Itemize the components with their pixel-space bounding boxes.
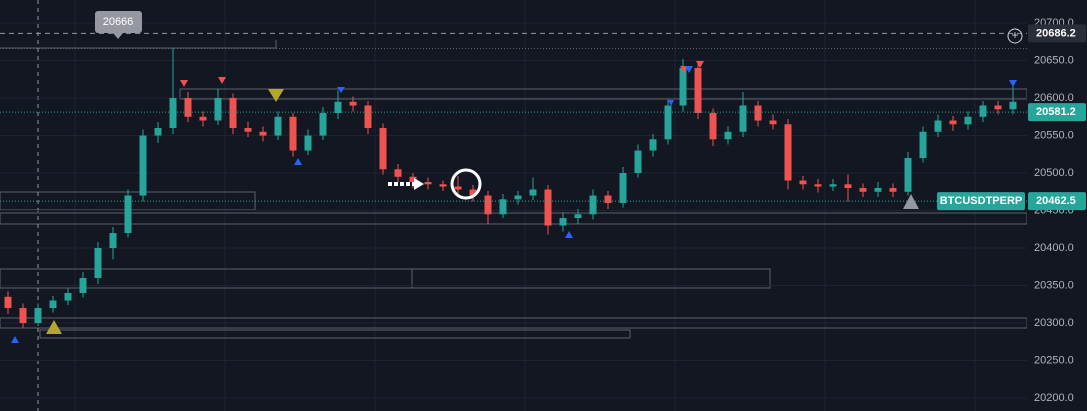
- candle-body: [664, 105, 672, 140]
- mark-price-box: [1028, 192, 1086, 211]
- candle-body: [859, 188, 867, 192]
- candle-body: [289, 116, 297, 151]
- candle-body: [529, 189, 537, 196]
- y-tick-label: 20350.0: [1034, 279, 1074, 291]
- candle-body: [709, 113, 717, 140]
- candle-body: [724, 131, 732, 140]
- candle-body: [364, 105, 372, 129]
- candle-body: [469, 189, 477, 196]
- add-icon[interactable]: +: [1011, 28, 1018, 42]
- candle-body: [184, 98, 192, 117]
- candle-body: [979, 105, 987, 117]
- candle-body: [799, 180, 807, 185]
- candle-body: [604, 195, 612, 204]
- crosshair-price-box: [1028, 24, 1086, 43]
- candle-body: [754, 105, 762, 121]
- candle-body: [544, 189, 552, 226]
- tooltip-label: 20666: [103, 16, 134, 28]
- candle-body: [79, 278, 87, 294]
- crosshair-price-label: 20686.2: [1036, 27, 1076, 39]
- candle-body: [424, 182, 432, 185]
- candle-body: [514, 195, 522, 200]
- candle-body: [379, 128, 387, 170]
- signal-markers: [11, 61, 1017, 343]
- candle-body: [814, 184, 822, 187]
- candle-body: [1009, 101, 1017, 110]
- y-tick-label: 20250.0: [1034, 354, 1074, 366]
- mark-price-label: 20462.5: [1036, 195, 1076, 207]
- candle-body: [439, 184, 447, 187]
- candle-body: [874, 188, 882, 192]
- candle-body: [949, 120, 957, 125]
- last-price-box: [1028, 103, 1086, 122]
- candle-body: [739, 105, 747, 132]
- candle-body: [679, 68, 687, 106]
- y-tick-label: 20200.0: [1034, 392, 1074, 404]
- candle-body: [34, 308, 42, 324]
- candle-body: [919, 131, 927, 159]
- y-tick-label: 20300.0: [1034, 317, 1074, 329]
- candle-body: [454, 186, 462, 190]
- candle-body: [139, 135, 147, 196]
- candle-body: [259, 131, 267, 136]
- candle-body: [274, 116, 282, 136]
- candle-body: [244, 128, 252, 132]
- candle-body: [934, 120, 942, 132]
- candle-body: [409, 176, 417, 183]
- candle-body: [784, 124, 792, 181]
- last-price-label: 20581.2: [1036, 106, 1076, 118]
- candle-body: [334, 101, 342, 114]
- candle-body: [199, 116, 207, 121]
- candle-body: [304, 135, 312, 151]
- candle-body: [904, 158, 912, 192]
- add-button[interactable]: [1007, 28, 1023, 44]
- candle-body: [169, 98, 177, 129]
- y-tick-label: 20500.0: [1034, 167, 1074, 179]
- candle-body: [124, 195, 132, 234]
- candle-body: [484, 195, 492, 215]
- candle-body: [649, 139, 657, 151]
- candle-body: [64, 293, 72, 301]
- candle-body: [109, 233, 117, 249]
- candle-body: [154, 128, 162, 136]
- candle-body: [49, 300, 57, 309]
- candle-body: [589, 195, 597, 215]
- candle-body: [694, 68, 702, 114]
- candle-body: [994, 105, 1002, 110]
- y-tick-label: 20400.0: [1034, 242, 1074, 254]
- candle-body: [19, 308, 27, 324]
- candle-body: [619, 173, 627, 204]
- candle-body: [769, 120, 777, 125]
- tooltip-box: [95, 11, 142, 33]
- candle-body: [394, 169, 402, 177]
- candle-body: [964, 116, 972, 125]
- candle-body: [4, 296, 12, 309]
- tooltip-pointer: [113, 33, 123, 39]
- candle-body: [229, 98, 237, 129]
- candle-body: [214, 98, 222, 121]
- candle-body: [634, 150, 642, 174]
- symbol-box: [937, 192, 1025, 211]
- symbol-label: BTCUSDTPERP: [940, 195, 1023, 207]
- candle-body: [499, 199, 507, 215]
- candle-body: [559, 218, 567, 226]
- candle-body: [829, 184, 837, 187]
- candle-body: [574, 214, 582, 219]
- candle-body: [319, 113, 327, 136]
- candle-body: [889, 188, 897, 192]
- vertical-grid: [74, 0, 976, 411]
- candle-body: [94, 248, 102, 279]
- y-tick-label: 20550.0: [1034, 129, 1074, 141]
- candle-body: [349, 101, 357, 106]
- candle-body: [844, 184, 852, 189]
- y-tick-label: 20600.0: [1034, 92, 1074, 104]
- y-tick-label: 20650.0: [1034, 54, 1074, 66]
